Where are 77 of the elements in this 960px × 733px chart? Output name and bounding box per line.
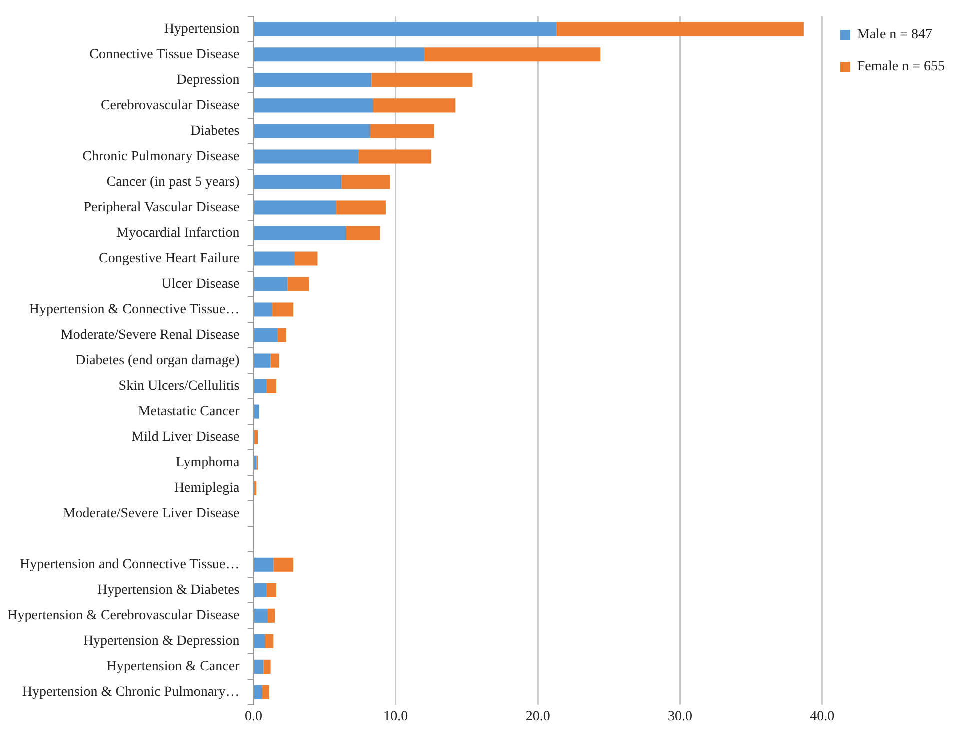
x-tick-label: 0.0 <box>245 709 262 724</box>
y-tick-label: Hypertension & Cerebrovascular Disease <box>8 608 240 624</box>
bar <box>272 302 294 317</box>
y-tick-label: Connective Tissue Disease <box>90 47 240 62</box>
bar <box>342 175 390 190</box>
bar <box>373 98 456 113</box>
y-tick-label: Cancer (in past 5 years) <box>106 174 240 190</box>
bar <box>254 302 272 317</box>
bar <box>274 558 294 572</box>
y-tick-label: Hypertension & Diabetes <box>97 583 240 598</box>
y-tick-label: Cerebrovascular Disease <box>100 98 240 114</box>
bar <box>254 558 274 572</box>
bar <box>254 277 288 292</box>
y-tick-label: Moderate/Severe Liver Disease <box>63 506 240 522</box>
y-tick-label: Hypertension & Connective Tissue… <box>29 302 240 318</box>
bar <box>262 685 270 700</box>
y-tick-label: Ulcer Disease <box>162 276 240 292</box>
y-tick-label: Hypertension and Connective Tissue… <box>20 558 240 573</box>
bar <box>264 660 271 674</box>
x-tick-label: 10.0 <box>384 709 408 724</box>
bar <box>254 124 370 138</box>
bar <box>254 175 342 190</box>
y-tick-label: Hypertension <box>164 22 240 37</box>
y-tick-label: Peripheral Vascular Disease <box>84 200 240 216</box>
y-tick-label: Hypertension & Chronic Pulmonary… <box>22 685 240 700</box>
y-tick-label: Lymphoma <box>176 456 241 471</box>
x-tick-label: 30.0 <box>668 709 692 724</box>
bar <box>254 200 336 215</box>
bar <box>336 200 386 215</box>
bar <box>268 608 276 623</box>
bar <box>370 124 434 138</box>
bar <box>254 379 267 394</box>
bar <box>254 150 359 164</box>
bar <box>372 73 473 88</box>
bar <box>254 430 258 444</box>
bar <box>270 354 280 368</box>
x-tick-label: 20.0 <box>526 709 550 724</box>
y-tick-label: Diabetes (end organ damage) <box>76 353 240 368</box>
legend-label: Female n = 655 <box>857 60 946 75</box>
y-tick-label: Depression <box>176 72 240 88</box>
y-tick-label: Hypertension & Depression <box>83 634 240 650</box>
bar <box>254 634 266 648</box>
bar <box>278 328 286 342</box>
bar <box>254 48 424 62</box>
bar <box>254 328 278 342</box>
bar <box>254 73 372 88</box>
bar <box>254 252 295 266</box>
bar <box>288 277 310 292</box>
bar <box>556 22 804 36</box>
bar <box>254 404 260 419</box>
bar <box>254 226 346 240</box>
bar <box>254 354 271 368</box>
y-tick-label: Diabetes <box>190 124 240 139</box>
bar <box>254 608 268 623</box>
y-tick-label: Hemiplegia <box>174 481 241 496</box>
bar <box>254 583 267 598</box>
bar <box>346 226 380 240</box>
bar <box>294 252 318 266</box>
bar <box>266 583 276 598</box>
bar <box>424 48 601 62</box>
y-tick-label: Moderate/Severe Renal Disease <box>60 328 240 343</box>
y-tick-label: Mild Liver Disease <box>132 430 240 446</box>
y-tick-label: Chronic Pulmonary Disease <box>82 149 240 164</box>
y-tick-label: Congestive Heart Failure <box>99 251 240 266</box>
bar <box>358 150 432 164</box>
y-tick-label: Hypertension & Cancer <box>106 660 240 675</box>
legend-label: Male n = 847 <box>857 28 933 43</box>
x-tick-label: 40.0 <box>810 709 835 724</box>
bar <box>254 685 262 700</box>
y-tick-label: Myocardial Infarction <box>116 226 240 241</box>
bar <box>266 379 276 394</box>
y-tick-label: Skin Ulcers/Cellulitis <box>118 378 240 394</box>
bar <box>254 660 264 674</box>
bar <box>254 22 557 36</box>
y-tick-label: Metastatic Cancer <box>138 404 240 420</box>
bar <box>254 98 374 113</box>
bar <box>265 634 274 648</box>
